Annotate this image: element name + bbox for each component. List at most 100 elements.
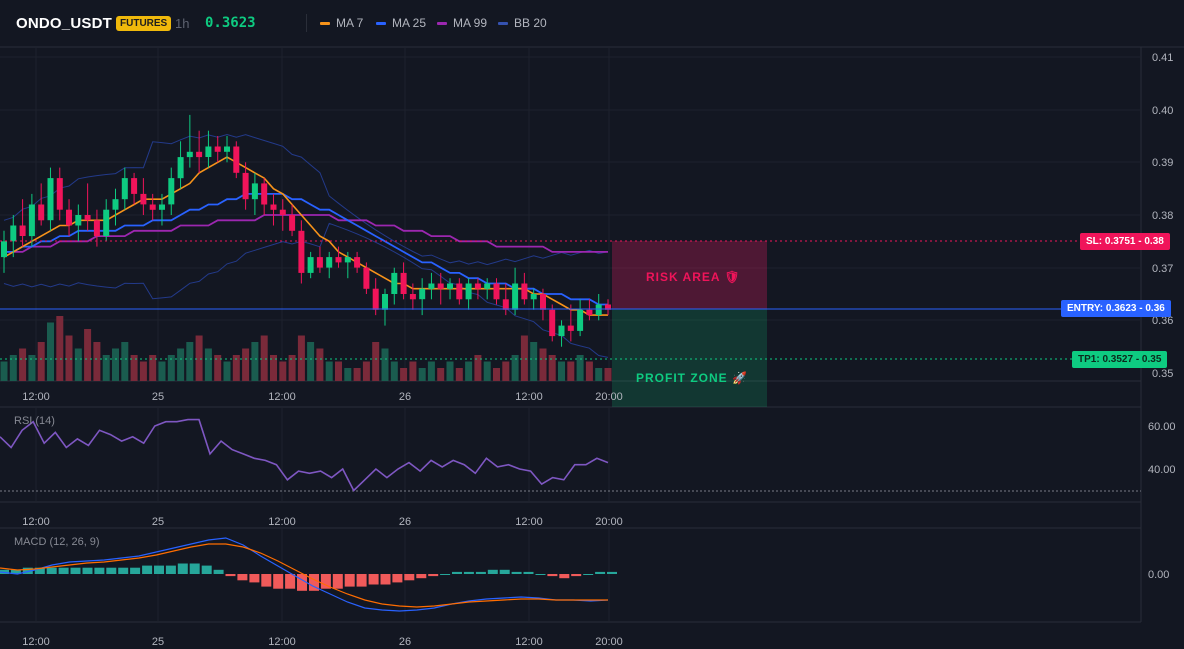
macd-hist-bar-34 [404,574,415,581]
chart-header: ONDO_USDT FUTURES 1h 0.3623 MA 7 MA 25 M… [0,0,1184,46]
profit-zone [612,309,767,407]
candle-body-7 [66,209,72,226]
volume-bar-34 [316,348,324,381]
time-tick-2-2: 12:00 [268,636,296,648]
legend-ma99[interactable]: MA 99 [437,16,487,30]
legend-ma25[interactable]: MA 25 [376,16,426,30]
candle-body-35 [326,257,333,268]
macd-hist-bar-43 [511,571,522,574]
candle-body-53 [493,283,500,300]
rsi-title[interactable]: RSI (14) [14,415,55,427]
candle-body-58 [540,294,546,310]
candle-body-60 [558,325,565,337]
candle-body-36 [335,257,342,263]
macd-hist-bar-28 [332,574,343,589]
macd-hist-bar-19 [225,574,236,577]
volume-bar-14 [130,355,138,381]
legend-ma7-label: MA 7 [336,16,364,30]
volume-bar-1 [9,355,17,381]
volume-bar-24 [223,361,231,381]
macd-hist-bar-31 [368,574,379,585]
volume-bar-51 [474,355,482,381]
macd-hist-bar-39 [463,571,474,574]
volume-bar-13 [121,342,129,381]
candle-body-26 [242,172,249,200]
candle-body-16 [149,204,156,210]
time-tick-0-5: 20:00 [595,391,623,403]
macd-hist-bar-48 [571,574,582,577]
volume-bar-29 [270,355,277,381]
macd-hist-bar-33 [392,574,403,583]
macd-histogram [0,563,617,591]
macd-hist-bar-15 [177,563,188,574]
volume-bar-20 [186,342,194,381]
ma25-swatch-icon [376,21,386,25]
volume-bar-28 [260,335,268,381]
macd-title[interactable]: MACD (12, 26, 9) [14,536,100,548]
time-tick-0-2: 12:00 [268,391,296,403]
macd-hist-bar-5 [58,567,69,574]
candle-body-44 [409,294,416,300]
macd-hist-bar-47 [559,574,570,579]
candle-body-61 [567,325,574,331]
profit-zone-label: PROFIT ZONE 🚀 [636,371,748,385]
volume-bar-3 [28,355,36,381]
volume-bar-8 [74,348,82,381]
candle-body-29 [270,204,277,210]
time-tick-1-2: 12:00 [268,516,296,528]
candle-body-18 [168,178,175,205]
volume-bar-42 [390,361,398,381]
candle-body-38 [354,257,361,268]
candle-body-2 [19,225,26,236]
volume-bar-53 [493,368,500,381]
volume-bar-64 [595,368,603,381]
time-tick-2-3: 26 [399,636,411,648]
candle-body-0 [1,241,7,258]
time-tick-0-4: 12:00 [515,391,543,403]
volume-bar-62 [576,355,584,381]
price-tick-4: 0.37 [1152,263,1173,275]
candle-body-28 [261,183,268,205]
candle-body-14 [131,178,138,194]
timeframe-label[interactable]: 1h [175,16,190,31]
price-axis[interactable]: 0.41 0.40 0.39 0.38 0.37 0.36 0.35 [1152,52,1173,380]
tp1-price-label[interactable]: TP1: 0.3527 - 0.35 [1072,351,1168,368]
symbol-title[interactable]: ONDO_USDT [16,15,112,32]
legend-bb20[interactable]: BB 20 [498,16,547,30]
volume-bar-52 [483,361,491,381]
candle-body-48 [447,283,453,289]
candle-body-9 [84,215,91,221]
volume-bar-23 [214,355,222,381]
volume-bar-35 [325,361,333,381]
macd-hist-bar-44 [523,571,534,574]
candle-body-10 [93,220,100,237]
macd-hist-bar-32 [380,574,391,585]
candle-body-59 [549,309,556,337]
macd-hist-bar-35 [416,574,427,579]
macd-hist-bar-21 [249,574,260,583]
candle-body-32 [298,230,305,273]
candle-body-62 [577,309,584,331]
candle-body-64 [595,304,602,315]
entry-price-label[interactable]: ENTRY: 0.3623 - 0.36 [1061,300,1171,317]
bb-upper-line [3,133,609,266]
sl-price-label[interactable]: SL: 0.3751 - 0.38 [1080,233,1170,250]
candle-body-20 [186,151,193,158]
time-tick-0-1: 25 [152,391,164,403]
volume-bar-11 [102,355,110,381]
candle-body-45 [419,288,426,300]
macd-hist-bar-0 [0,569,9,574]
candle-body-27 [251,183,258,200]
ma7-swatch-icon [320,21,330,25]
ma99-line [4,214,608,253]
candle-body-42 [391,272,398,294]
candle-body-15 [140,193,147,205]
macd-hist-bar-10 [118,567,129,574]
macd-hist-bar-24 [285,574,296,589]
legend-ma7[interactable]: MA 7 [320,16,363,30]
volume-bar-7 [65,335,73,381]
volume-bar-61 [567,361,575,381]
time-tick-2-5: 20:00 [595,636,623,648]
candle-body-50 [465,283,472,300]
